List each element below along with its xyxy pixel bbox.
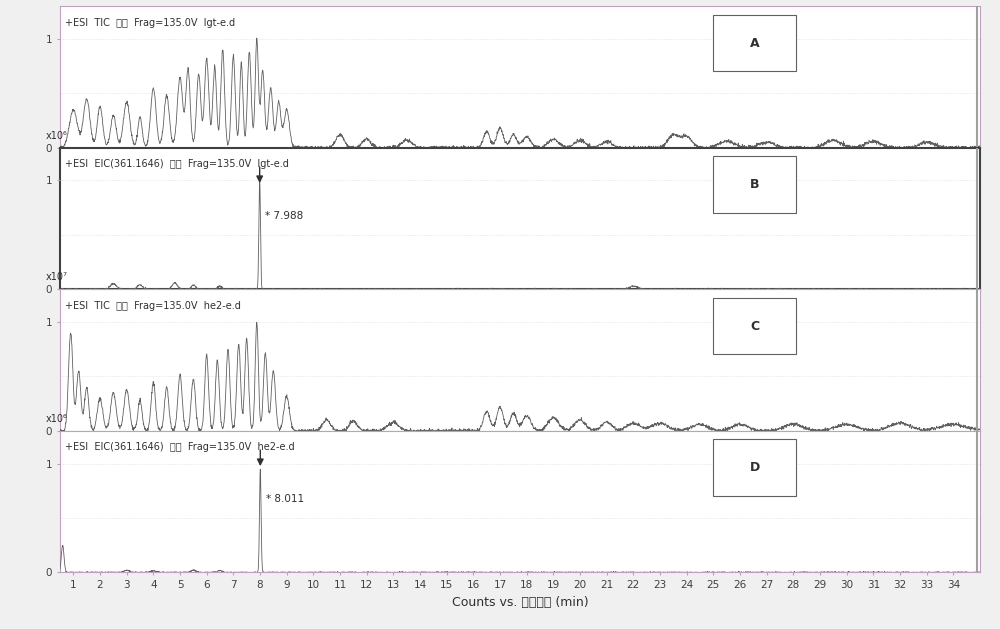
Text: * 8.011: * 8.011 [266, 494, 304, 504]
Text: x10⁶: x10⁶ [46, 414, 68, 424]
Text: D: D [749, 461, 760, 474]
Text: B: B [750, 178, 759, 191]
X-axis label: Counts vs. 采集时间 (min): Counts vs. 采集时间 (min) [452, 596, 588, 609]
Text: +ESI  EIC(361.1646)  扫描  Frag=135.0V  lgt-e.d: +ESI EIC(361.1646) 扫描 Frag=135.0V lgt-e.… [65, 159, 288, 169]
FancyBboxPatch shape [713, 298, 796, 355]
Text: x10⁶: x10⁶ [46, 131, 68, 141]
Text: +ESI  TIC  扫描  Frag=135.0V  he2-e.d: +ESI TIC 扫描 Frag=135.0V he2-e.d [65, 301, 240, 311]
FancyBboxPatch shape [713, 156, 796, 213]
Text: * 7.988: * 7.988 [265, 211, 303, 221]
FancyBboxPatch shape [713, 14, 796, 71]
Text: x10⁷: x10⁷ [46, 272, 68, 282]
Text: +ESI  TIC  扫描  Frag=135.0V  lgt-e.d: +ESI TIC 扫描 Frag=135.0V lgt-e.d [65, 18, 235, 28]
FancyBboxPatch shape [713, 440, 796, 496]
Text: A: A [750, 36, 759, 50]
Text: +ESI  EIC(361.1646)  扫描  Frag=135.0V  he2-e.d: +ESI EIC(361.1646) 扫描 Frag=135.0V he2-e.… [65, 442, 294, 452]
Text: C: C [750, 320, 759, 333]
